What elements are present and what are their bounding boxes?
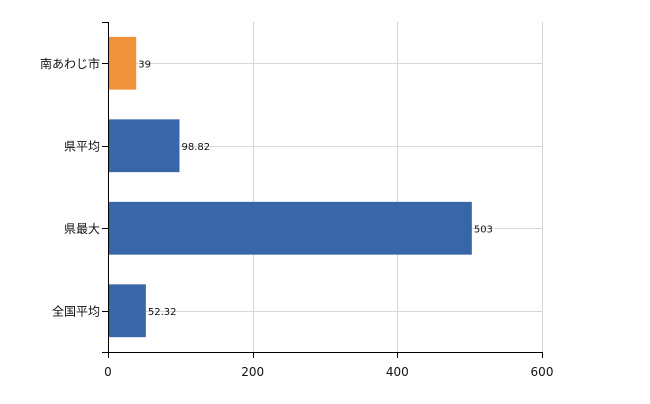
- bar-3: [108, 284, 146, 338]
- category-label-0: 南あわじ市: [40, 56, 100, 71]
- bar-1: [108, 119, 180, 173]
- value-label-0: 39: [138, 59, 151, 70]
- x-tick-label-2: 400: [386, 365, 409, 379]
- bar-layer: [108, 36, 472, 338]
- x-tick-label-0: 0: [104, 365, 112, 379]
- value-label-1: 98.82: [181, 142, 210, 153]
- value-label-3: 52.32: [148, 307, 177, 318]
- x-tick-label-1: 200: [241, 365, 264, 379]
- x-tick-label-3: 600: [531, 365, 554, 379]
- category-label-3: 全国平均: [52, 303, 100, 318]
- grid-layer: [108, 22, 543, 352]
- bar-0: [108, 36, 137, 90]
- category-label-2: 県最大: [64, 222, 100, 236]
- category-label-1: 県平均: [64, 139, 100, 153]
- axis-layer: [102, 22, 543, 358]
- bar-2: [108, 201, 472, 255]
- value-label-2: 503: [474, 224, 493, 235]
